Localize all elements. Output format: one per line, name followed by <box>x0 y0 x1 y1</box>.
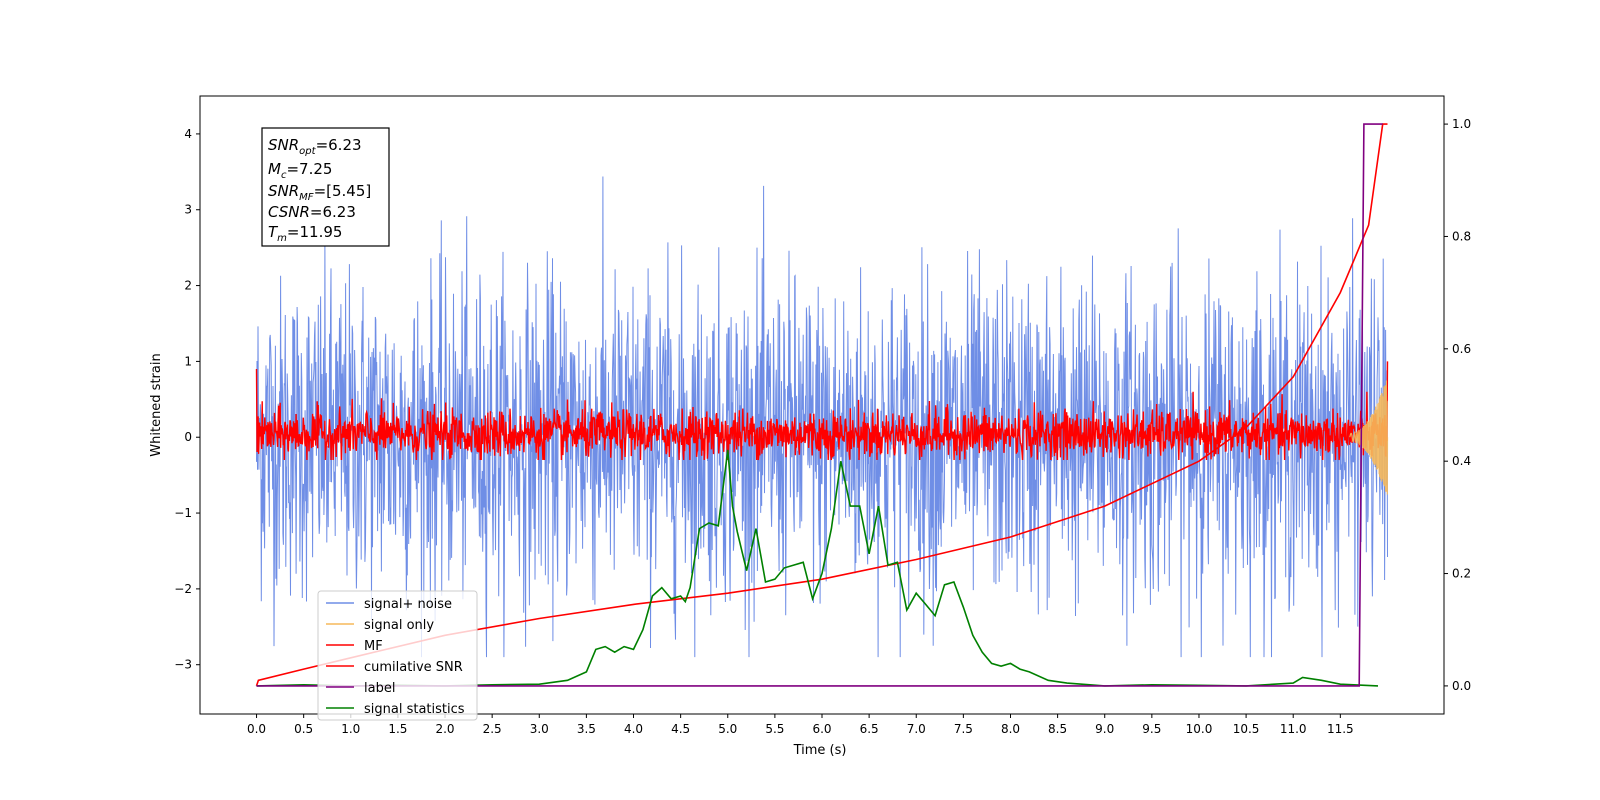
y2-tick-label: 0.4 <box>1452 454 1471 468</box>
x-tick-label: 2.0 <box>435 722 454 736</box>
x-tick-label: 7.5 <box>954 722 973 736</box>
x-tick-label: 5.0 <box>718 722 737 736</box>
legend-item-cumulative-snr: cumilative SNR <box>326 660 463 675</box>
series-signal-statistics <box>256 449 1379 687</box>
x-tick-label: 3.0 <box>530 722 549 736</box>
x-tick-label: 1.5 <box>388 722 407 736</box>
y2-axis-ticks: 0.0 0.2 0.4 0.6 0.8 1.0 <box>1444 117 1471 693</box>
legend-item-signal-statistics: signal statistics <box>326 702 465 717</box>
x-tick-label: 0.0 <box>247 722 266 736</box>
x-axis-label: Time (s) <box>793 743 847 758</box>
y2-tick-label: 0.2 <box>1452 567 1471 581</box>
x-tick-label: 8.5 <box>1048 722 1067 736</box>
y-axis-ticks: −3 −2 −1 0 1 2 3 4 <box>174 127 200 672</box>
y2-tick-label: 0.6 <box>1452 342 1471 356</box>
x-axis-ticks: 0.0 0.5 1.0 1.5 2.0 2.5 3.0 3.5 4.0 4.5 5.0 5.5 6.0 6… <box>247 714 1354 736</box>
series-signal-only <box>1349 380 1389 495</box>
x-tick-label: 5.5 <box>765 722 784 736</box>
y-tick-label: −2 <box>174 582 192 596</box>
legend-label-cumulative-snr: cumilative SNR <box>364 660 463 675</box>
x-tick-label: 4.0 <box>624 722 643 736</box>
x-tick-label: 6.5 <box>860 722 879 736</box>
info-mc: Mc=7.25 <box>268 160 332 181</box>
legend-item-mf: MF <box>326 639 383 654</box>
info-snr-opt: SNRopt=6.23 <box>268 136 362 157</box>
x-tick-label: 11.5 <box>1327 722 1354 736</box>
x-tick-label: 0.5 <box>294 722 313 736</box>
y-axis-label: Whitened strain <box>149 353 164 456</box>
y2-tick-label: 0.0 <box>1452 679 1471 693</box>
x-tick-label: 7.0 <box>907 722 926 736</box>
legend-label-mf: MF <box>364 639 383 654</box>
x-tick-label: 10.0 <box>1186 722 1213 736</box>
x-tick-label: 9.5 <box>1142 722 1161 736</box>
x-tick-label: 6.0 <box>812 722 831 736</box>
legend-label-signal-statistics: signal statistics <box>364 702 465 717</box>
legend-label-signal-only: signal only <box>364 618 434 633</box>
y-tick-label: −1 <box>174 506 192 520</box>
info-box: SNRopt=6.23 Mc=7.25 SNRMF=[5.45] CSNR=6.… <box>261 127 390 247</box>
x-tick-label: 3.5 <box>577 722 596 736</box>
y2-tick-label: 1.0 <box>1452 117 1471 131</box>
x-tick-label: 8.0 <box>1001 722 1020 736</box>
info-tm: Tm=11.95 <box>268 223 342 244</box>
x-tick-label: 1.0 <box>341 722 360 736</box>
y2-tick-label: 0.8 <box>1452 229 1471 243</box>
y-tick-label: 2 <box>184 279 192 293</box>
series-mf <box>255 361 1389 461</box>
legend-label-label: label <box>364 681 395 696</box>
x-tick-label: 10.5 <box>1233 722 1260 736</box>
y-tick-label: −3 <box>174 658 192 672</box>
legend: signal+ noise signal only MF cumilative … <box>317 590 478 721</box>
series-label <box>256 123 1383 687</box>
y-tick-label: 0 <box>184 430 192 444</box>
x-tick-label: 4.5 <box>671 722 690 736</box>
y-tick-label: 3 <box>184 203 192 217</box>
y-tick-label: 4 <box>184 127 192 141</box>
info-csnr: CSNR=6.23 <box>268 203 356 221</box>
x-tick-label: 2.5 <box>483 722 502 736</box>
y-tick-label: 1 <box>184 354 192 368</box>
x-tick-label: 9.0 <box>1095 722 1114 736</box>
info-snr-mf: SNRMF=[5.45] <box>268 182 371 203</box>
series-signal-noise <box>256 176 1388 658</box>
legend-label-signal-noise: signal+ noise <box>364 597 452 612</box>
legend-item-signal-noise: signal+ noise <box>326 597 452 612</box>
legend-item-label: label <box>326 681 395 696</box>
x-tick-label: 11.0 <box>1280 722 1307 736</box>
legend-item-signal-only: signal only <box>326 618 434 633</box>
